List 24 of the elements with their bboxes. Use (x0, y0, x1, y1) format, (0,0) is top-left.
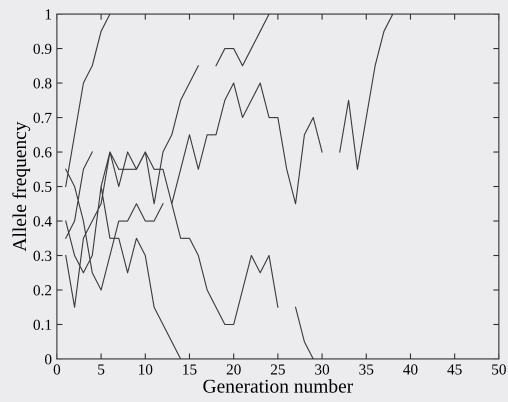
x-tick-label: 45 (447, 364, 462, 375)
x-tick-label: 50 (492, 364, 506, 375)
x-tick-label: 10 (138, 364, 152, 375)
y-tick-label: 0.9 (34, 44, 52, 54)
y-tick-label: 0 (44, 354, 52, 364)
x-tick-label: 25 (270, 364, 285, 375)
y-tick-label: 0.5 (34, 182, 52, 192)
y-tick-label: 0.8 (34, 78, 52, 89)
y-tick-label: 0.6 (34, 147, 52, 158)
x-axis-title: Generation number (203, 379, 354, 393)
y-tick-label: 0.7 (34, 112, 52, 124)
y-tick-label: 1 (46, 9, 52, 20)
x-tick-label: 35 (359, 364, 374, 375)
x-tick-label: 40 (403, 364, 418, 375)
y-tick-label: 0.1 (34, 320, 52, 330)
y-tick-label: 0.2 (34, 285, 52, 296)
x-tick-label: 20 (226, 364, 241, 375)
y-tick-label: 0.4 (34, 216, 52, 227)
x-tick-label: 0 (54, 364, 60, 375)
x-tick-label: 15 (183, 364, 197, 375)
x-tick-label: 5 (98, 364, 104, 375)
x-tick-label: 30 (315, 364, 330, 375)
y-axis-title: Allele frequency (12, 122, 30, 252)
y-tick-label: 0.3 (34, 250, 52, 262)
